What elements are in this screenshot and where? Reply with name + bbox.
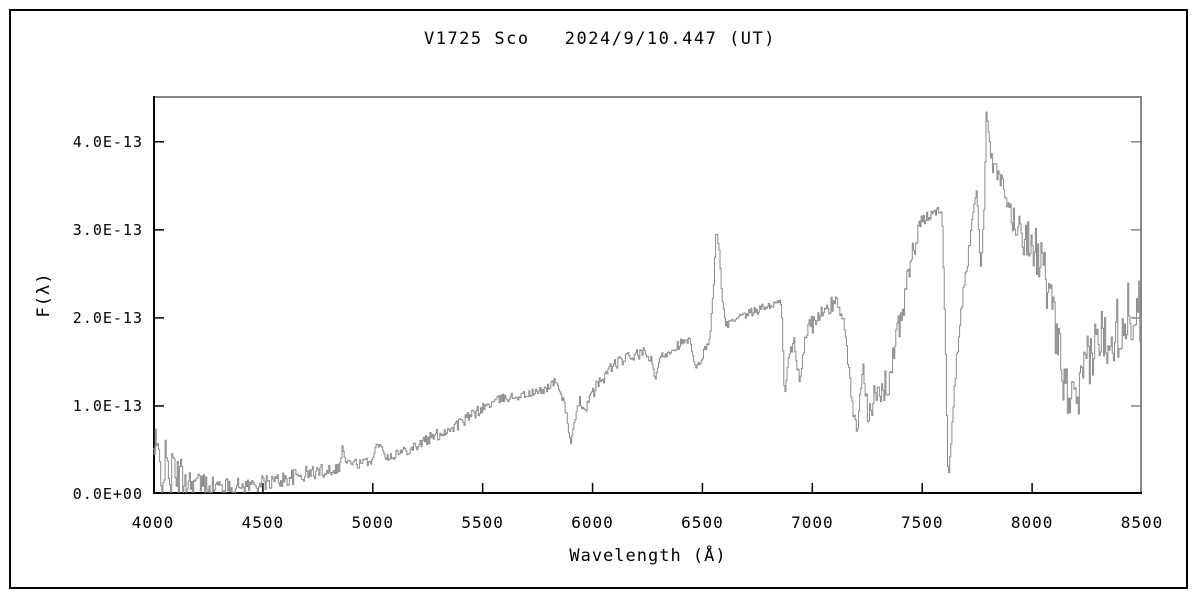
x-tick-label: 7500 — [900, 513, 944, 532]
x-tick-label: 8500 — [1120, 513, 1164, 532]
x-tick-label: 4000 — [131, 513, 175, 532]
x-tick-label: 5000 — [351, 513, 395, 532]
y-tick-label: 1.0E-13 — [72, 396, 143, 415]
spectrum-line — [153, 111, 1142, 493]
y-tick-label: 0.0E+00 — [72, 485, 143, 503]
x-tick-label: 7000 — [791, 513, 834, 532]
x-tick-label: 4500 — [241, 513, 285, 532]
y-tick-label: 2.0E-13 — [72, 308, 143, 327]
x-tick-label: 8000 — [1010, 513, 1054, 532]
spectrum-plot — [153, 96, 1142, 494]
figure-border — [9, 9, 1188, 589]
x-tick-label: 6000 — [571, 513, 614, 532]
y-tick-label: 4.0E-13 — [72, 132, 143, 151]
x-tick-label: 6500 — [681, 513, 724, 532]
y-tick-label: 3.0E-13 — [72, 220, 143, 239]
chart-title: V1725 Sco 2024/9/10.447 (UT) — [423, 29, 777, 49]
x-tick-label: 5500 — [461, 513, 504, 532]
x-axis-label: Wavelength (Å) — [569, 546, 727, 566]
